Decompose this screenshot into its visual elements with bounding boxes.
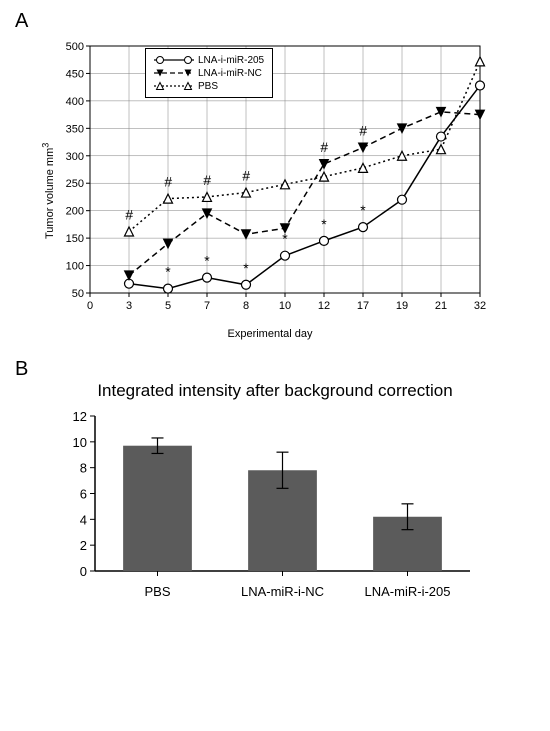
bar-chart-title: Integrated intensity after background co…	[0, 381, 550, 401]
svg-text:3: 3	[126, 300, 132, 312]
svg-text:100: 100	[66, 261, 84, 273]
legend-item: LNA-i-miR-205	[154, 54, 264, 66]
svg-text:*: *	[360, 202, 366, 218]
svg-text:200: 200	[66, 206, 84, 218]
svg-text:#: #	[359, 123, 367, 139]
svg-text:500: 500	[66, 41, 84, 53]
bar-chart-container: 0 2 4 6 8 10 12 PBSLNA-miR-i-NCLNA-miR-i-205	[60, 411, 480, 621]
svg-text:*: *	[243, 260, 249, 276]
legend-item: PBS	[154, 80, 264, 92]
svg-text:10: 10	[73, 435, 87, 450]
svg-text:21: 21	[435, 300, 447, 312]
svg-text:2: 2	[80, 538, 87, 553]
svg-text:#: #	[164, 174, 172, 190]
svg-text:7: 7	[204, 300, 210, 312]
svg-text:150: 150	[66, 233, 84, 245]
svg-text:400: 400	[66, 96, 84, 108]
svg-text:#: #	[203, 172, 211, 188]
svg-text:300: 300	[66, 151, 84, 163]
svg-text:50: 50	[72, 288, 84, 300]
svg-text:4: 4	[80, 512, 87, 527]
svg-text:6: 6	[80, 487, 87, 502]
svg-text:17: 17	[357, 300, 369, 312]
svg-text:12: 12	[318, 300, 330, 312]
svg-text:10: 10	[279, 300, 291, 312]
bar-category-label: LNA-miR-i-NC	[213, 584, 353, 599]
svg-text:8: 8	[80, 461, 87, 476]
bar-category-label: PBS	[88, 584, 228, 599]
svg-text:#: #	[125, 207, 133, 223]
svg-text:32: 32	[474, 300, 486, 312]
svg-text:#: #	[242, 168, 250, 184]
svg-text:#: #	[320, 139, 328, 155]
panel-a-label: A	[0, 0, 550, 33]
svg-text:450: 450	[66, 68, 84, 80]
svg-text:*: *	[204, 253, 210, 269]
panel-b-label: B	[0, 348, 550, 381]
svg-text:12: 12	[73, 411, 87, 424]
svg-text:*: *	[165, 264, 171, 280]
x-axis-label: Experimental day	[50, 328, 490, 340]
bar-chart: 0 2 4 6 8 10 12	[60, 411, 480, 581]
svg-text:250: 250	[66, 178, 84, 190]
y-axis-label: Tumor volume mm3	[40, 143, 56, 239]
bar-category-label: LNA-miR-i-205	[338, 584, 478, 599]
svg-text:8: 8	[243, 300, 249, 312]
legend: LNA-i-miR-205LNA-i-miR-NCPBS	[145, 48, 273, 98]
line-chart-container: Tumor volume mm3 50100150200250300350400…	[50, 38, 490, 328]
svg-text:*: *	[321, 216, 327, 232]
legend-item: LNA-i-miR-NC	[154, 67, 264, 79]
svg-text:0: 0	[80, 564, 87, 579]
svg-text:5: 5	[165, 300, 171, 312]
svg-text:0: 0	[87, 300, 93, 312]
svg-text:19: 19	[396, 300, 408, 312]
svg-text:350: 350	[66, 123, 84, 135]
